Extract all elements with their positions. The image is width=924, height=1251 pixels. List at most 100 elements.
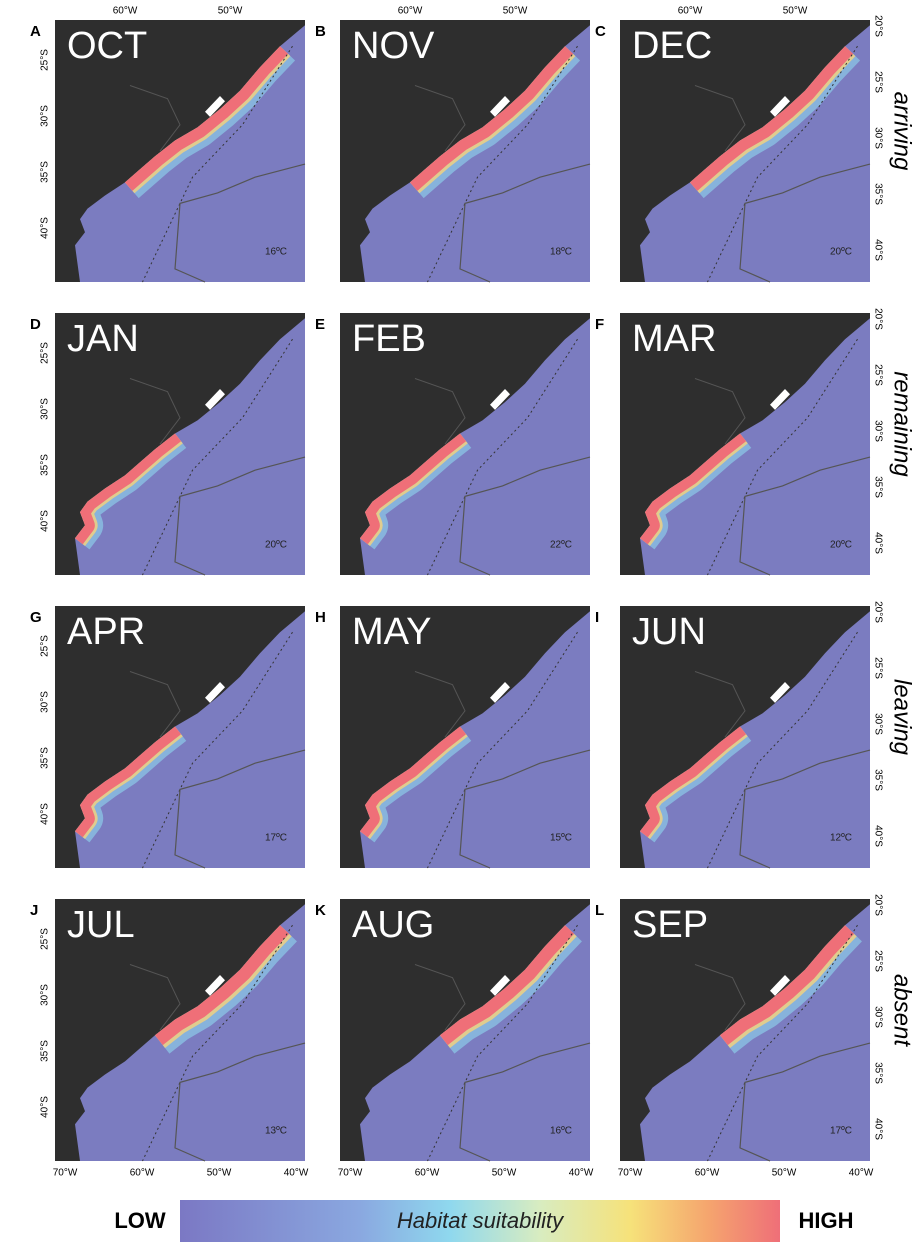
panel-letter: A [30,23,41,40]
month-label: SEP [632,904,708,946]
panel-letter: F [595,316,604,333]
colorbar-low: LOW [114,1208,166,1233]
left-axis-label: 30°S [40,691,51,713]
temperature-label: 17ºC [830,1126,852,1137]
month-label: APR [67,611,145,653]
month-label: FEB [352,318,426,360]
right-axis-label: 35°S [872,1062,883,1084]
right-axis-label: 30°S [872,713,883,735]
left-axis-label: 30°S [40,105,51,127]
month-label: OCT [67,25,147,67]
colorbar-title: Habitat suitability [397,1208,565,1233]
top-axis-label: 50°W [783,6,808,17]
panel-letter: G [30,609,42,626]
panel-letter: D [30,316,41,333]
temperature-label: 13ºC [265,1126,287,1137]
map-panel: C DEC 20ºC 20°S 25°S 30°S 35°S 40°S 60°W 50°W arri… [595,6,916,282]
temperature-label: 16ºC [550,1126,572,1137]
bottom-axis-label: 60°W [695,1168,720,1179]
bottom-axis-label: 40°W [569,1168,594,1179]
bottom-axis-label: 50°W [207,1168,232,1179]
left-axis-label: 40°S [40,217,51,239]
bottom-axis-label: 40°W [849,1168,874,1179]
bottom-axis-label: 60°W [415,1168,440,1179]
right-axis-label: 30°S [872,127,883,149]
panel-letter: K [315,902,326,919]
left-axis-label: 25°S [40,342,51,364]
left-axis-label: 35°S [40,161,51,183]
panel-letter: H [315,609,326,626]
left-axis-label: 25°S [40,635,51,657]
left-axis-label: 40°S [40,1096,51,1118]
temperature-label: 20ºC [830,247,852,258]
left-axis-label: 35°S [40,1040,51,1062]
panel-letter: B [315,23,326,40]
left-axis-label: 40°S [40,803,51,825]
panel-letter: C [595,23,606,40]
left-axis-label: 35°S [40,747,51,769]
right-axis-label: 40°S [872,532,883,554]
row-label: absent [889,974,916,1047]
right-axis-label: 25°S [872,950,883,972]
month-label: DEC [632,25,712,67]
right-axis-label: 20°S [872,308,883,330]
temperature-label: 20ºC [265,540,287,551]
panel-letter: I [595,609,599,626]
bottom-axis-label: 70°W [338,1168,363,1179]
left-axis-label: 25°S [40,928,51,950]
bottom-axis-label: 60°W [130,1168,155,1179]
panel-letter: L [595,902,604,919]
top-axis-label: 60°W [398,6,423,17]
map-panel: K AUG 16ºC 70°W 60°W 50°W 40°W [315,899,594,1179]
panel-letter: J [30,902,38,919]
temperature-label: 12ºC [830,833,852,844]
right-axis-label: 35°S [872,769,883,791]
map-panel: LSEP17ºC20°S25°S30°S35°S40°S70°W60°W50°W… [595,894,916,1179]
right-axis-label: 25°S [872,71,883,93]
colorbar-high: HIGH [799,1208,854,1233]
panels: AOCT16ºC25°S30°S35°S40°S60°W50°WBNOV18ºC… [30,6,916,1179]
month-label: MAY [352,611,432,653]
bottom-axis-label: 50°W [772,1168,797,1179]
top-axis-label: 60°W [113,6,138,17]
month-label: NOV [352,25,435,67]
left-axis-label: 30°S [40,398,51,420]
bottom-axis-label: 40°W [284,1168,309,1179]
temperature-label: 20ºC [830,540,852,551]
right-axis-label: 25°S [872,657,883,679]
panel-letter: E [315,316,325,333]
month-label: MAR [632,318,716,360]
temperature-label: 15ºC [550,833,572,844]
right-axis-label: 40°S [872,239,883,261]
map-panel: EFEB22ºC [315,313,590,575]
right-axis-label: 35°S [872,183,883,205]
top-axis-label: 50°W [218,6,243,17]
right-axis-label: 20°S [872,15,883,37]
top-axis-label: 60°W [678,6,703,17]
right-axis-label: 30°S [872,1006,883,1028]
month-label: AUG [352,904,434,946]
right-axis-label: 30°S [872,420,883,442]
month-label: JUL [67,904,135,946]
left-axis-label: 35°S [40,454,51,476]
map-panel: H MAY 15ºC [315,606,590,868]
row-label: leaving [889,679,916,756]
row-label: remaining [889,371,916,477]
map-panel: G APR 17ºC 25°S 30°S 35°S 40°S [30,606,305,868]
right-axis-label: 40°S [872,1118,883,1140]
month-label: JAN [67,318,139,360]
right-axis-label: 20°S [872,894,883,916]
temperature-label: 17ºC [265,833,287,844]
temperature-label: 16ºC [265,247,287,258]
left-axis-label: 40°S [40,510,51,532]
month-label: JUN [632,611,706,653]
row-label: arriving [889,92,916,171]
left-axis-label: 25°S [40,49,51,71]
top-axis-label: 50°W [503,6,528,17]
map-panel: A OCT 16ºC 25°S 30°S 35°S 40°S 60°W 50°W [30,6,305,282]
right-axis-label: 40°S [872,825,883,847]
bottom-axis-label: 50°W [492,1168,517,1179]
